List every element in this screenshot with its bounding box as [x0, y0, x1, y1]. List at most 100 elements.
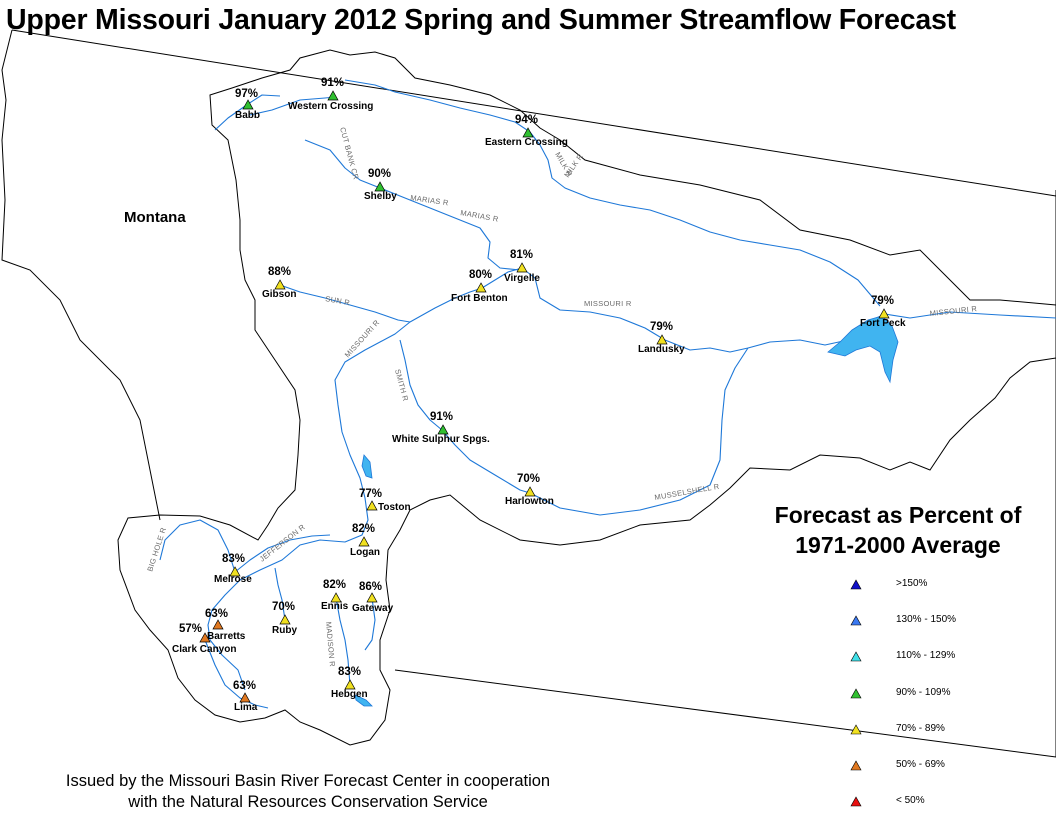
river-label-marias-upper: MARIAS R: [410, 193, 450, 207]
station-white-sulphur-springs[interactable]: 91% White Sulphur Spgs.: [392, 411, 490, 445]
station-marker: [358, 536, 370, 547]
milk-river-headwaters: [344, 79, 531, 133]
ruby-river: [274, 567, 286, 621]
station-percent: 77%: [359, 488, 382, 500]
station-percent: 88%: [268, 266, 291, 278]
issuer-credit-line2: with the Natural Resources Conservation …: [128, 793, 488, 811]
station-marker: [522, 127, 534, 138]
reservoirs: [354, 315, 899, 707]
station-name: Clark Canyon: [172, 644, 236, 655]
station-marker: [878, 308, 890, 319]
river-label-marias-lower: MARIAS R: [460, 208, 500, 224]
madison-river: [335, 597, 351, 686]
station-lima[interactable]: 63% Lima: [233, 680, 258, 713]
river-label-musselshell: MUSSELSHELL R: [654, 482, 721, 502]
marias-river: [304, 139, 521, 271]
station-name: Ruby: [272, 625, 297, 636]
cut-bank-creek: [249, 96, 336, 116]
legend-title-line1: Forecast as Percent of: [774, 502, 1022, 528]
station-ennis[interactable]: 82% Ennis: [321, 579, 349, 612]
station-name: Toston: [378, 502, 411, 513]
station-western-crossing[interactable]: 91% Western Crossing: [288, 77, 373, 112]
station-marker: [656, 334, 668, 345]
red-rock-river: [204, 639, 269, 709]
fort-peck-lake: [827, 315, 899, 384]
station-percent: 83%: [222, 553, 245, 565]
station-eastern-crossing[interactable]: 94% Eastern Crossing: [485, 114, 568, 148]
river-label-cut-bank: CUT BANK CR: [338, 126, 361, 181]
legend-label: 110% - 129%: [896, 650, 956, 662]
station-name: Ennis: [321, 601, 349, 612]
station-marker: [274, 279, 286, 290]
station-name: Fort Peck: [860, 318, 906, 329]
station-fort-peck[interactable]: 79% Fort Peck: [860, 295, 906, 329]
station-landusky[interactable]: 79% Landusky: [638, 321, 685, 355]
station-name: Fort Benton: [451, 293, 508, 304]
station-marker: [437, 424, 449, 435]
station-marker: [212, 619, 224, 630]
legend-triangle-icon: [850, 760, 862, 771]
legend-item: 70% - 89%: [850, 721, 1050, 757]
montana-west-boundary: [1, 29, 161, 521]
river-label-big-hole: BIG HOLE R: [145, 526, 168, 573]
station-babb[interactable]: 97% Babb: [235, 88, 260, 121]
station-marker: [229, 566, 241, 577]
station-gateway[interactable]: 86% Gateway: [352, 581, 394, 614]
station-marker: [242, 99, 254, 110]
station-percent: 80%: [469, 269, 492, 281]
station-name: Logan: [350, 547, 380, 558]
station-marker: [366, 500, 378, 511]
state-label-montana: Montana: [124, 209, 186, 226]
station-clark-canyon[interactable]: 57% Clark Canyon: [172, 623, 236, 655]
musselshell-river: [529, 347, 749, 516]
station-ruby[interactable]: 70% Ruby: [272, 601, 297, 636]
station-percent: 91%: [321, 77, 344, 89]
station-name: Lima: [234, 702, 258, 713]
legend: >150% 130% - 150% 110% - 129% 90% - 109%…: [850, 576, 1050, 829]
river-label-sun: SUN R: [325, 294, 351, 307]
legend-item: 110% - 129%: [850, 648, 1050, 684]
legend-label: 50% - 69%: [896, 758, 945, 770]
wyoming-border-line: [394, 669, 1056, 758]
river-label-missouri-west: MISSOURI R: [343, 318, 382, 360]
station-melrose[interactable]: 83% Melrose: [214, 553, 252, 585]
map-title: Upper Missouri January 2012 Spring and S…: [6, 4, 956, 36]
station-percent: 70%: [272, 601, 295, 613]
legend-triangle-icon: [850, 651, 862, 662]
legend-triangle-icon: [850, 579, 862, 590]
station-barretts[interactable]: 63% Barretts: [205, 608, 246, 642]
station-marker: [366, 592, 378, 603]
station-name: Barretts: [207, 631, 246, 642]
legend-triangle-icon: [850, 615, 862, 626]
station-name: Landusky: [638, 344, 685, 355]
legend-label: < 50%: [896, 795, 925, 807]
station-percent: 90%: [368, 168, 391, 180]
legend-triangle-icon: [850, 724, 862, 735]
river-label-missouri-central: MISSOURI R: [584, 299, 632, 308]
station-hebgen[interactable]: 83% Hebgen: [331, 666, 368, 700]
station-marker: [475, 282, 487, 293]
station-fort-benton[interactable]: 80% Fort Benton: [451, 269, 508, 304]
station-toston[interactable]: 77% Toston: [359, 488, 411, 513]
forecast-stations: 97% Babb 91% Western Crossing 94% Easter…: [172, 77, 906, 713]
legend-item: 90% - 109%: [850, 685, 1050, 721]
station-logan[interactable]: 82% Logan: [350, 523, 380, 558]
legend-item: 130% - 150%: [850, 612, 1050, 648]
smith-river: [399, 339, 531, 494]
station-percent: 83%: [338, 666, 361, 678]
station-harlowton[interactable]: 70% Harlowton: [505, 473, 554, 507]
station-virgelle[interactable]: 81% Virgelle: [504, 249, 540, 284]
river-label-madison: MADISON R: [324, 621, 337, 667]
river-label-missouri-east: MISSOURI R: [929, 304, 978, 318]
station-marker: [327, 90, 339, 101]
station-name: Gateway: [352, 603, 394, 614]
station-percent: 70%: [517, 473, 540, 485]
station-name: Shelby: [364, 191, 397, 202]
station-gibson[interactable]: 88% Gibson: [262, 266, 296, 300]
station-shelby[interactable]: 90% Shelby: [364, 168, 397, 202]
station-percent: 63%: [233, 680, 256, 692]
legend-title-line2: 1971-2000 Average: [795, 532, 1001, 558]
legend-item: >150%: [850, 576, 1050, 612]
